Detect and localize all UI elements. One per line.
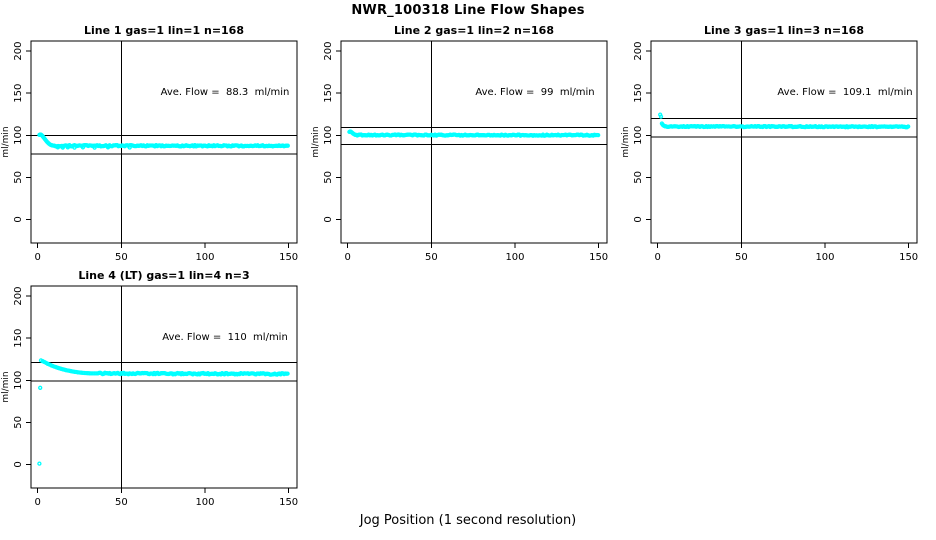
plot-box — [30, 40, 298, 244]
x-tick-label: 50 — [425, 252, 438, 263]
x-tick-label: 150 — [279, 252, 298, 263]
data-point — [127, 145, 132, 150]
x-tick-label: 0 — [35, 497, 41, 508]
y-tick-label: 100 — [323, 126, 334, 145]
x-tick-label: 150 — [899, 252, 918, 263]
y-tick-label: 200 — [13, 287, 24, 306]
x-tick-label: 0 — [345, 252, 351, 263]
x-axis-label: Jog Position (1 second resolution) — [359, 513, 577, 528]
y-tick-label: 50 — [323, 171, 334, 184]
plot-box — [340, 40, 608, 244]
y-tick-label: 0 — [633, 216, 644, 222]
x-tick-label: 100 — [195, 497, 214, 508]
subplot-4-y-axis-label: ml/min — [1, 371, 11, 403]
y-tick-label: 150 — [13, 329, 24, 348]
plot-box — [650, 40, 918, 244]
y-tick-label: 200 — [323, 42, 334, 61]
y-tick-label: 200 — [633, 42, 644, 61]
data-point — [906, 124, 911, 129]
y-tick-label: 100 — [13, 371, 24, 390]
y-tick-label: 0 — [323, 216, 334, 222]
page-title: NWR_100318 Line Flow Shapes — [351, 3, 585, 18]
y-tick-label: 0 — [13, 461, 24, 467]
x-tick-label: 100 — [195, 252, 214, 263]
data-point — [60, 145, 65, 150]
y-tick-label: 150 — [633, 84, 644, 103]
data-point — [92, 145, 97, 150]
data-point — [285, 371, 290, 376]
y-tick-label: 0 — [13, 216, 24, 222]
y-tick-label: 50 — [13, 416, 24, 429]
x-tick-label: 100 — [505, 252, 524, 263]
x-tick-label: 50 — [115, 497, 128, 508]
x-tick-label: 150 — [589, 252, 608, 263]
data-point — [105, 145, 111, 150]
subplot-2-y-axis-label: ml/min — [311, 126, 321, 158]
x-tick-label: 0 — [35, 252, 41, 263]
x-tick-label: 150 — [279, 497, 298, 508]
subplot-4-title: Line 4 (LT) gas=1 lin=4 n=3 — [78, 269, 250, 282]
y-tick-label: 100 — [13, 126, 24, 145]
plot-box — [30, 285, 298, 489]
data-point — [658, 114, 664, 119]
y-tick-label: 150 — [13, 84, 24, 103]
x-tick-label: 100 — [815, 252, 834, 263]
subplot-1-title: Line 1 gas=1 lin=1 n=168 — [83, 24, 244, 37]
x-tick-label: 50 — [115, 252, 128, 263]
y-tick-label: 150 — [323, 84, 334, 103]
subplot-2-ave-flow-annotation: Ave. Flow = 99 ml/min — [475, 87, 595, 98]
x-tick-label: 0 — [655, 252, 661, 263]
subplot-2-title: Line 2 gas=1 lin=2 n=168 — [393, 24, 554, 37]
y-tick-label: 200 — [13, 42, 24, 61]
data-point — [65, 145, 70, 150]
data-point — [285, 143, 290, 148]
y-tick-label: 100 — [633, 126, 644, 145]
subplot-3-y-axis-label: ml/min — [621, 126, 631, 158]
subplot-4-ave-flow-annotation: Ave. Flow = 110 ml/min — [162, 332, 288, 343]
data-point — [596, 132, 601, 138]
y-tick-label: 50 — [13, 171, 24, 184]
x-tick-label: 50 — [735, 252, 748, 263]
y-tick-label: 50 — [633, 171, 644, 184]
data-point — [38, 385, 43, 390]
data-point — [80, 145, 86, 150]
data-point — [72, 145, 77, 150]
data-point — [37, 461, 42, 466]
subplot-3-title: Line 3 gas=1 lin=3 n=168 — [703, 24, 864, 37]
data-point — [55, 145, 60, 150]
subplot-3-ave-flow-annotation: Ave. Flow = 109.1 ml/min — [777, 87, 913, 98]
subplot-1-y-axis-label: ml/min — [1, 126, 11, 158]
subplot-1-ave-flow-annotation: Ave. Flow = 88.3 ml/min — [160, 87, 290, 98]
